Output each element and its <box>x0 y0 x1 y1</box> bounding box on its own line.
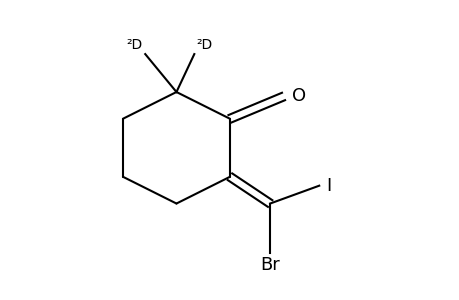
Text: ²D: ²D <box>127 38 143 52</box>
Text: O: O <box>291 88 305 106</box>
Text: Br: Br <box>260 256 280 274</box>
Text: I: I <box>325 177 330 195</box>
Text: ²D: ²D <box>196 38 213 52</box>
